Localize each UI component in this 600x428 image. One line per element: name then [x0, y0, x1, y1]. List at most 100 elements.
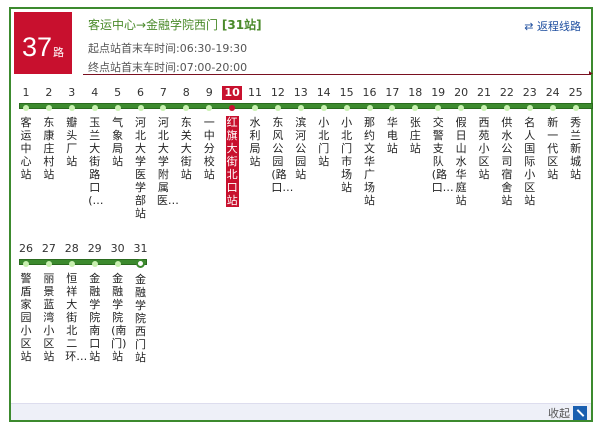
stop-name[interactable]: 滨河公园站 [295, 116, 307, 181]
stop-number: 15 [339, 86, 354, 99]
stop-number: 25 [568, 86, 583, 99]
stop-item[interactable]: 28 恒祥大街北二环… [62, 242, 88, 363]
stop-item[interactable]: 8 东关大街站 [176, 86, 196, 181]
stop-item[interactable]: 29 金融学院南口站 [85, 242, 105, 363]
stop-dot-icon [389, 105, 396, 111]
stop-name[interactable]: 玉兰大街路口(… [88, 116, 104, 207]
stop-name[interactable]: 西苑小区站 [478, 116, 490, 181]
stop-dot-icon [412, 105, 419, 111]
stop-name[interactable]: 供水公司宿舍站 [501, 116, 513, 207]
stop-name[interactable]: 那约文华广场站 [364, 116, 375, 207]
stop-item[interactable]: 14 小北门站 [314, 86, 334, 168]
stop-item[interactable]: 9 一中分校站 [199, 86, 219, 181]
stop-item[interactable]: 22 供水公司宿舍站 [497, 86, 517, 207]
stop-name[interactable]: 红旗大街北口站 [225, 116, 239, 207]
stop-number: 19 [431, 86, 446, 99]
stop-item[interactable]: 11 水利局站 [245, 86, 265, 168]
stop-name[interactable]: 假日山水华庭站 [455, 116, 467, 207]
stop-name[interactable]: 秀兰新城站 [570, 116, 582, 181]
stop-item[interactable]: 25 秀兰新城站 [566, 86, 586, 181]
stop-name[interactable]: 气象局站 [112, 116, 124, 168]
reverse-route-link[interactable]: ⇄ 返程线路 [524, 20, 581, 33]
bus-route-panel: 37 路 客运中心→金融学院西门 [31站] 起点站首末车时间:06:30-19:… [9, 7, 593, 422]
stop-dot-icon [481, 105, 487, 111]
stop-dot-icon [136, 259, 145, 268]
stop-item[interactable]: 26 警盾家园小区站 [16, 242, 36, 363]
stop-name[interactable]: 金融学院西门站 [135, 273, 146, 364]
stop-item[interactable]: 18 张庄站 [405, 86, 425, 155]
stop-number: 8 [182, 86, 190, 99]
stop-number: 28 [64, 242, 79, 255]
swap-arrows-icon: ⇄ [524, 20, 534, 33]
stop-item[interactable]: 23 名人国际小区站 [520, 86, 540, 207]
stop-item[interactable]: 6 河北大学医学部站 [131, 86, 151, 220]
stop-item[interactable]: 3 瓣头厂站 [62, 86, 82, 168]
stop-name[interactable]: 东康庄村站 [43, 116, 55, 181]
stop-name[interactable]: 河北大学医学部站 [135, 116, 146, 220]
footer-bar: 收起 [11, 403, 591, 420]
stop-dot-icon [252, 105, 258, 111]
stop-item[interactable]: 20 假日山水华庭站 [451, 86, 471, 207]
stop-item[interactable]: 5 气象局站 [108, 86, 128, 168]
stop-dot-icon [229, 105, 236, 111]
stop-number: 22 [499, 86, 514, 99]
stop-number: 24 [545, 86, 560, 99]
stop-item[interactable]: 2 东康庄村站 [39, 86, 59, 181]
stop-dot-icon [274, 105, 281, 111]
stop-item[interactable]: 16 那约文华广场站 [360, 86, 380, 207]
route-line-row-1 [19, 103, 593, 109]
stop-dot-icon [137, 105, 144, 111]
stop-name[interactable]: 新一代区站 [547, 116, 559, 181]
stop-name[interactable]: 名人国际小区站 [524, 116, 536, 207]
stop-number: 11 [248, 86, 262, 99]
stop-dot-icon [503, 105, 510, 111]
stop-name[interactable]: 东风公园(路口… [271, 116, 294, 194]
stop-name[interactable]: 客运中心站 [20, 116, 32, 181]
stop-name[interactable]: 恒祥大街北二环… [65, 272, 88, 363]
stop-dot-icon [114, 261, 121, 267]
stop-item[interactable]: 30 金融学院(南门)站 [108, 242, 128, 363]
stop-name[interactable]: 瓣头厂站 [66, 116, 78, 168]
stop-item[interactable]: 1 客运中心站 [16, 86, 36, 181]
stop-item[interactable]: 17 华电站 [382, 86, 402, 155]
stop-item[interactable]: 24 新一代区站 [543, 86, 563, 181]
end-times: 终点站首末车时间:07:00-20:00 [88, 61, 248, 74]
stop-name[interactable]: 水利局站 [249, 116, 261, 168]
stop-number: 4 [91, 86, 99, 99]
stop-item[interactable]: 21 西苑小区站 [474, 86, 494, 181]
stop-number: 26 [19, 242, 33, 255]
stop-item[interactable]: 31 金融学院西门站 [131, 242, 151, 364]
stop-item[interactable]: 12 东风公园(路口… [268, 86, 294, 194]
stop-item[interactable]: 13 滨河公园站 [291, 86, 311, 181]
stop-name[interactable]: 华电站 [386, 116, 398, 155]
stop-name[interactable]: 河北大学附属医… [156, 116, 179, 207]
stop-name[interactable]: 张庄站 [409, 116, 421, 155]
stop-name[interactable]: 交警支队(路口… [431, 116, 454, 194]
stop-item[interactable]: 10 红旗大街北口站 [222, 86, 243, 207]
stop-item[interactable]: 7 河北大学附属医… [153, 86, 179, 207]
stop-name[interactable]: 小北门站 [318, 116, 330, 168]
stop-dot-icon [91, 261, 98, 267]
stop-name[interactable]: 丽景蓝湾小区站 [43, 272, 55, 363]
stop-number: 3 [68, 86, 76, 99]
stop-dot-icon [297, 105, 304, 111]
stop-dot-icon [366, 105, 373, 111]
stop-dot-icon [45, 261, 52, 267]
collapse-button[interactable]: 收起 [548, 405, 587, 421]
stop-dot-icon [68, 261, 75, 267]
stop-number: 21 [477, 86, 491, 99]
stop-name[interactable]: 东关大街站 [180, 116, 192, 181]
stop-dot-icon [68, 105, 75, 111]
stop-name[interactable]: 小北门市场站 [341, 116, 353, 194]
stop-item[interactable]: 19 交警支队(路口… [428, 86, 454, 194]
stop-number: 9 [205, 86, 213, 99]
stop-item[interactable]: 27 丽景蓝湾小区站 [39, 242, 59, 363]
stop-name[interactable]: 警盾家园小区站 [20, 272, 32, 363]
stop-number: 18 [408, 86, 423, 99]
stop-name[interactable]: 金融学院(南门)站 [111, 272, 127, 363]
start-times: 起点站首末车时间:06:30-19:30 [88, 42, 248, 55]
stop-item[interactable]: 4 玉兰大街路口(… [85, 86, 105, 207]
stop-name[interactable]: 金融学院南口站 [89, 272, 101, 363]
stop-item[interactable]: 15 小北门市场站 [337, 86, 357, 194]
stop-name[interactable]: 一中分校站 [203, 116, 215, 181]
